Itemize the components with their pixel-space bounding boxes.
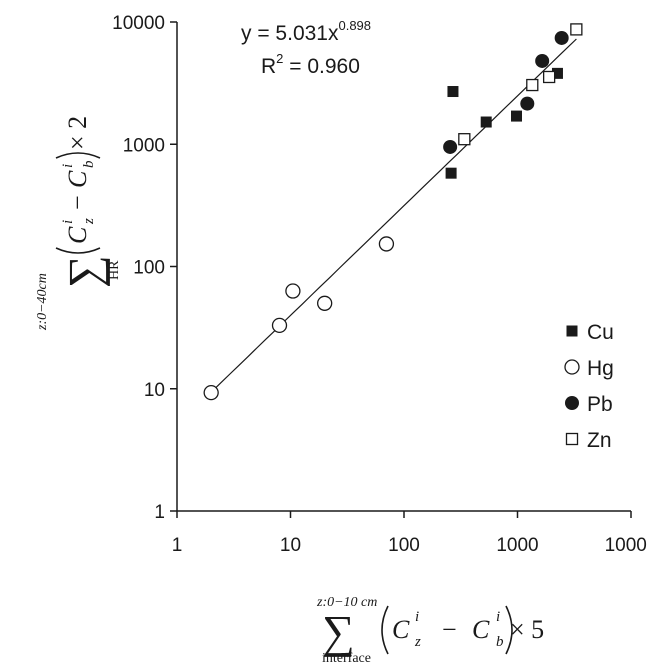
x-axis-label: z:0−10 cm ∑ interface C i z − C i b × 5 [316,595,544,664]
point-cu [511,110,523,122]
point-hg [203,384,219,401]
x-label-sub-z: z [414,634,421,650]
y-label-sub-z: z [81,218,97,225]
y-ticks: 1 10 100 1000 10000 [112,13,177,523]
y-label-lower: HR [107,260,122,280]
point-pb [443,139,458,154]
x-label-paren-left [381,605,389,655]
y-label-sum: ∑ [59,255,110,288]
point-hg [285,283,301,299]
data-points [203,23,583,401]
x-label-paren-right [505,605,513,655]
y-label-upper: z:0−40cm [35,273,50,331]
fit-line [210,38,577,393]
point-pb [535,53,550,68]
fit-equation: y = 5.031x0.898 [241,18,371,45]
y-label-sub-b: b [81,160,97,168]
point-pb [520,96,535,111]
x-tick-label: 10000 [605,535,647,556]
x-ticks: 1 10 100 1000 10000 [172,511,647,556]
y-label-sup-i1: i [60,220,76,224]
legend-marker-pb [565,396,579,410]
y-tick-label: 10 [144,380,165,401]
x-label-sup-i1: i [415,609,419,625]
point-hg [271,317,288,334]
x-tick-label: 1000 [496,535,538,556]
y-label-paren-right [55,152,101,159]
y-label-cb: C [63,170,92,188]
y-label-sup-i2: i [60,164,76,168]
x-label-lower: interface [322,651,371,664]
legend-label-hg: Hg [587,357,614,380]
point-cu [447,86,459,98]
point-cu [551,67,563,79]
legend-label-cu: Cu [587,321,614,344]
x-label-sub-b: b [496,634,504,650]
point-cu [445,167,457,179]
x-label-cz: C [392,615,410,644]
x-tick-label: 10 [280,535,301,556]
point-zn [570,23,583,36]
x-label-cb: C [472,615,490,644]
point-zn [458,133,471,146]
legend-label-zn: Zn [587,429,612,452]
x-tick-label: 1 [172,535,183,556]
point-zn [526,78,539,92]
y-tick-label: 10000 [112,13,165,34]
fit-r-squared: R2 = 0.960 [261,51,360,78]
point-pb [554,30,569,45]
x-label-sum: ∑ [322,606,355,657]
y-tick-label: 100 [133,258,165,279]
legend-label-pb: Pb [587,393,613,416]
y-label-cz: C [63,226,92,244]
legend: Cu Hg Pb Zn [564,321,614,452]
x-label-upper: z:0−10 cm [316,595,377,610]
y-tick-label: 1000 [123,135,165,156]
x-label-times: × 5 [510,615,544,644]
x-label-minus: − [442,615,457,644]
x-label-sup-i2: i [496,609,500,625]
legend-marker-hg [564,359,580,375]
y-label-paren-left [55,247,101,254]
legend-marker-cu [566,325,578,337]
x-tick-label: 100 [388,535,420,556]
y-label-minus: − [63,195,92,210]
point-zn [542,70,556,84]
y-label-times: × 2 [63,116,92,150]
legend-marker-zn [565,432,579,446]
point-hg [317,295,333,311]
point-hg [378,236,395,252]
y-tick-label: 1 [154,502,165,523]
y-axis-label: ∑ z:0−40cm HR C i z − C i b × 2 [35,116,122,331]
point-cu [480,116,492,128]
